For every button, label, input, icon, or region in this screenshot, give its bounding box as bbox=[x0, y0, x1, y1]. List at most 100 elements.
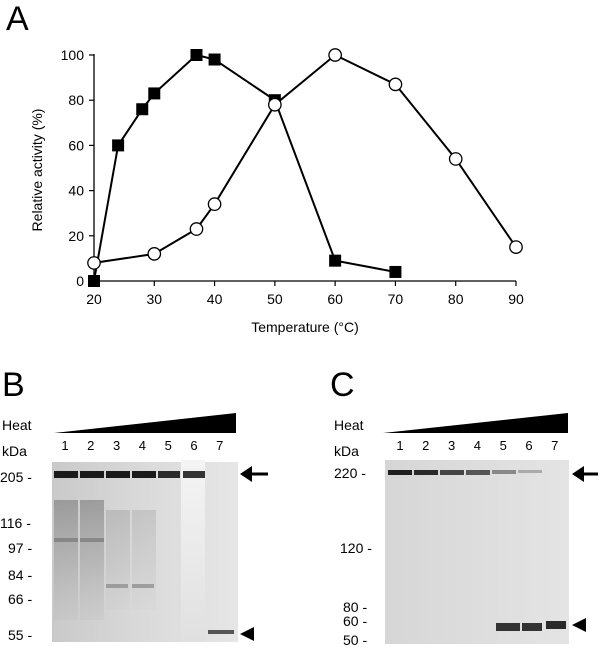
series-1-point bbox=[148, 87, 161, 100]
gel-b-band-205-lane-6 bbox=[183, 471, 205, 478]
gel-c-band-220-lane-2 bbox=[414, 470, 438, 475]
gel-c-band-220-lane-4 bbox=[466, 470, 490, 475]
gel-c: Heat kDa 1 2 3 4 5 6 7 220 - 120 - 80 - 60 - 5… bbox=[334, 413, 598, 648]
series-2-point bbox=[147, 247, 162, 261]
gel-b-band-205-lane-1 bbox=[54, 471, 78, 478]
gel-b-kda-label: kDa bbox=[2, 443, 27, 459]
gel-b-marker-55: 55 - bbox=[8, 627, 32, 643]
series-2-point bbox=[207, 197, 222, 212]
gel-b-markers: 205 - 116 - 97 - 84 - 66 - 55 - bbox=[0, 469, 32, 643]
series-2-point bbox=[509, 240, 523, 254]
gel-c-heat-wedge bbox=[383, 413, 568, 433]
series-markers bbox=[87, 48, 523, 287]
x-ticks: 20 30 40 50 60 70 80 90 bbox=[86, 281, 524, 307]
gel-b-arrowhead-icon bbox=[240, 627, 254, 641]
gel-c-band-220-lane-5 bbox=[492, 470, 516, 474]
gel-b-lane-number: 4 bbox=[139, 438, 146, 453]
x-tick-label: 70 bbox=[388, 291, 404, 307]
gel-c-band-220-lane-3 bbox=[440, 470, 464, 475]
series-2-point bbox=[268, 97, 282, 112]
gel-c-lane-number: 2 bbox=[422, 438, 429, 453]
chart-a: 20 30 40 50 60 70 80 90 020 40 60 80 100 Temperatur… bbox=[29, 47, 524, 335]
gel-b-smear-lane-3 bbox=[106, 510, 130, 610]
gel-b-lane-number: 7 bbox=[216, 438, 223, 453]
gel-c-marker-60: 60 - bbox=[343, 613, 367, 629]
x-axis-title: Temperature (°C) bbox=[251, 319, 359, 335]
gel-c-marker-220: 220 - bbox=[334, 465, 366, 481]
y-tick-label: 100 bbox=[61, 47, 85, 63]
gel-b-band-205-lane-4 bbox=[132, 471, 156, 478]
gel-c-lane-number: 7 bbox=[551, 438, 558, 453]
gel-b-arrow-icon bbox=[240, 466, 268, 482]
gel-b-lane-numbers: 1 2 3 4 5 6 7 bbox=[61, 438, 223, 453]
gel-c-band-55-lane-5 bbox=[496, 623, 520, 631]
gel-b-lane-number: 2 bbox=[87, 438, 94, 453]
gel-b-lane-6-clear bbox=[181, 460, 205, 642]
y-tick-label: 60 bbox=[68, 137, 84, 153]
panel-letter-a: A bbox=[6, 0, 29, 38]
gel-c-arrowhead-icon bbox=[572, 618, 586, 632]
x-tick-label: 50 bbox=[267, 291, 283, 307]
gel-c-band-55-lane-7 bbox=[546, 621, 566, 629]
series-1-point bbox=[112, 139, 125, 152]
gel-b: Heat kDa 1 2 3 4 5 6 7 205 - 116 - 97 - 84 - 6… bbox=[0, 413, 268, 643]
gel-c-kda-label: kDa bbox=[334, 443, 359, 459]
gel-b-smear-lane-2 bbox=[80, 500, 104, 620]
y-ticks: 0 20 40 60 80 100 bbox=[61, 47, 94, 289]
gel-c-lane-number: 5 bbox=[500, 438, 507, 453]
gel-b-heat-wedge bbox=[54, 413, 236, 433]
y-axis-title: Relative activity (%) bbox=[29, 109, 45, 232]
gel-c-lane-numbers: 1 2 3 4 5 6 7 bbox=[396, 438, 558, 453]
y-tick-label: 0 bbox=[76, 273, 84, 289]
series-1-point bbox=[208, 53, 221, 66]
gel-b-marker-66: 66 - bbox=[8, 591, 32, 607]
gel-c-marker-50: 50 - bbox=[343, 632, 367, 648]
gel-c-image bbox=[385, 460, 569, 644]
series-2-point bbox=[87, 256, 101, 270]
series-1-point bbox=[136, 103, 149, 116]
gel-b-band-lane-1-a bbox=[54, 538, 78, 542]
gel-b-lane-number: 1 bbox=[61, 438, 68, 453]
gel-b-lane-number: 3 bbox=[113, 438, 120, 453]
x-tick-label: 20 bbox=[86, 291, 102, 307]
x-tick-label: 60 bbox=[327, 291, 343, 307]
gel-b-heat-label: Heat bbox=[2, 417, 32, 433]
panel-letter-c: C bbox=[330, 366, 355, 404]
series-2-point bbox=[448, 152, 463, 166]
gel-b-band-55-lane-7 bbox=[208, 630, 234, 634]
series-1-point bbox=[88, 275, 100, 287]
series-2-point bbox=[189, 222, 204, 236]
gel-b-band-205-lane-2 bbox=[80, 471, 104, 478]
gel-b-band-lane-3-66 bbox=[106, 584, 128, 588]
series-2-point bbox=[388, 77, 403, 92]
gel-b-smear-lane-4 bbox=[132, 510, 156, 610]
gel-c-band-220-lane-1 bbox=[388, 470, 412, 475]
series-1-point bbox=[329, 254, 342, 267]
gel-c-band-220-lane-6 bbox=[518, 470, 542, 473]
gel-b-lane-number: 6 bbox=[190, 438, 197, 453]
gel-b-marker-97: 97 - bbox=[8, 540, 32, 556]
gel-c-arrow-icon bbox=[572, 466, 598, 482]
gel-c-lane-number: 3 bbox=[448, 438, 455, 453]
gel-b-band-lane-4-66 bbox=[132, 584, 154, 588]
gel-c-lane-number: 6 bbox=[525, 438, 532, 453]
series-2-point bbox=[328, 48, 342, 62]
series-1-point bbox=[190, 49, 203, 61]
y-tick-label: 80 bbox=[68, 92, 84, 108]
x-tick-label: 90 bbox=[508, 291, 524, 307]
gel-c-marker-80: 80 - bbox=[343, 599, 367, 615]
x-tick-label: 40 bbox=[207, 291, 223, 307]
gel-b-marker-84: 84 - bbox=[8, 567, 32, 583]
gel-c-band-55-lane-6 bbox=[522, 623, 542, 631]
gel-c-lane-number: 1 bbox=[396, 438, 403, 453]
gel-b-smear-lane-1 bbox=[54, 500, 78, 620]
gel-b-band-205-lane-3 bbox=[106, 471, 130, 478]
gel-b-band-lane-2-a bbox=[80, 538, 104, 542]
x-tick-label: 80 bbox=[448, 291, 464, 307]
y-tick-label: 40 bbox=[68, 183, 84, 199]
gel-b-marker-205: 205 - bbox=[0, 469, 32, 485]
series-1-line bbox=[93, 53, 396, 282]
gel-c-lane-number: 4 bbox=[474, 438, 481, 453]
x-tick-label: 30 bbox=[146, 291, 162, 307]
